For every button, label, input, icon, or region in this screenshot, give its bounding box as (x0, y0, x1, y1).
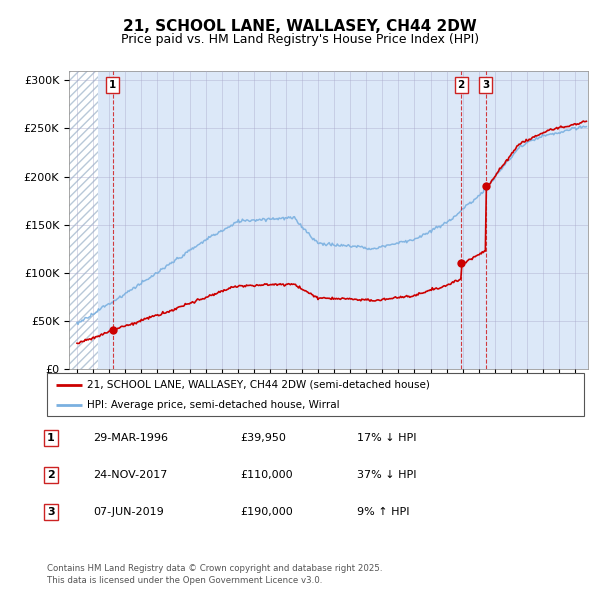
Text: £110,000: £110,000 (240, 470, 293, 480)
Bar (69, 71, 98, 369)
Text: 17% ↓ HPI: 17% ↓ HPI (357, 433, 416, 442)
Text: 2: 2 (47, 470, 55, 480)
Text: 21, SCHOOL LANE, WALLASEY, CH44 2DW: 21, SCHOOL LANE, WALLASEY, CH44 2DW (123, 19, 477, 34)
Text: £39,950: £39,950 (240, 433, 286, 442)
Text: 21, SCHOOL LANE, WALLASEY, CH44 2DW (semi-detached house): 21, SCHOOL LANE, WALLASEY, CH44 2DW (sem… (87, 380, 430, 390)
Text: 1: 1 (109, 80, 116, 90)
Text: 37% ↓ HPI: 37% ↓ HPI (357, 470, 416, 480)
Text: HPI: Average price, semi-detached house, Wirral: HPI: Average price, semi-detached house,… (87, 401, 340, 410)
Text: 3: 3 (482, 80, 490, 90)
Text: Contains HM Land Registry data © Crown copyright and database right 2025.
This d: Contains HM Land Registry data © Crown c… (47, 565, 382, 585)
FancyBboxPatch shape (47, 373, 584, 416)
Text: 29-MAR-1996: 29-MAR-1996 (93, 433, 168, 442)
Text: £190,000: £190,000 (240, 507, 293, 517)
Text: 24-NOV-2017: 24-NOV-2017 (93, 470, 167, 480)
Text: 1: 1 (47, 433, 55, 442)
Text: 2: 2 (457, 80, 464, 90)
Text: 3: 3 (47, 507, 55, 517)
Bar (98, 71, 588, 369)
Text: 07-JUN-2019: 07-JUN-2019 (93, 507, 164, 517)
Text: Price paid vs. HM Land Registry's House Price Index (HPI): Price paid vs. HM Land Registry's House … (121, 33, 479, 46)
Text: 9% ↑ HPI: 9% ↑ HPI (357, 507, 409, 517)
